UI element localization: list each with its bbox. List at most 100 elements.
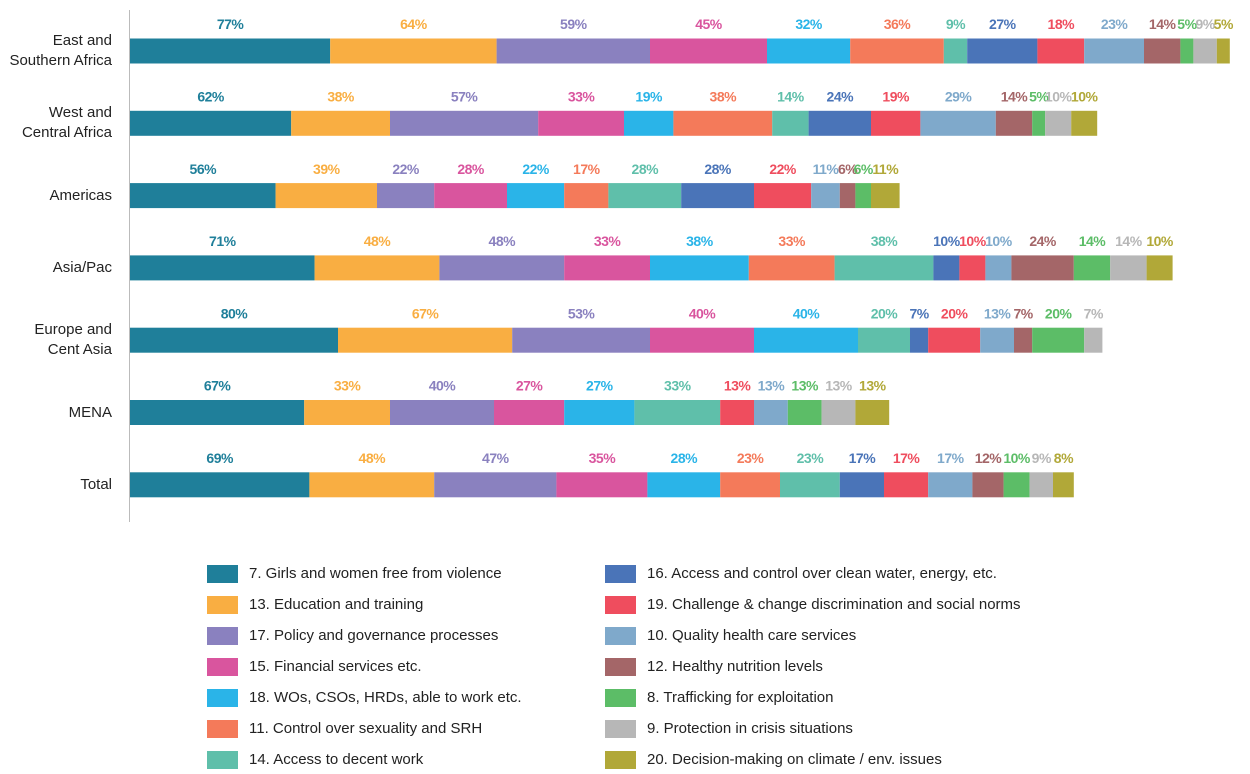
bar-segment: [434, 183, 507, 209]
bar-segment: [650, 327, 754, 353]
bar-segment: [1011, 255, 1074, 281]
data-label: 10%: [1146, 233, 1174, 249]
data-label: 7%: [1084, 305, 1104, 321]
bar-segment: [538, 110, 624, 136]
legend-label: 18. WOs, CSOs, HRDs, able to work etc.: [249, 689, 522, 706]
data-label: 24%: [827, 89, 855, 105]
bar-segment: [496, 38, 650, 64]
data-label: 22%: [769, 161, 797, 177]
data-label: 5%: [1177, 16, 1197, 32]
legend-label: 16. Access and control over clean water,…: [647, 565, 997, 582]
bar-segment: [928, 327, 981, 353]
bar-segment: [1146, 255, 1173, 281]
category-label: MENA: [68, 403, 112, 421]
bar-segment: [720, 400, 754, 425]
bar-segment: [811, 183, 840, 209]
data-label: 23%: [737, 450, 765, 466]
legend-swatch: [207, 658, 238, 676]
legend-swatch: [207, 596, 238, 614]
bar-segment: [338, 327, 513, 353]
bar-segment: [754, 327, 858, 353]
data-label: 56%: [190, 161, 218, 177]
bar-segment: [967, 38, 1038, 64]
bar-segment: [647, 472, 721, 498]
bar-segment: [943, 38, 968, 64]
bar-segment: [821, 400, 856, 425]
legend-swatch: [207, 720, 238, 738]
legend-swatch: [605, 689, 636, 707]
bar-segment: [1216, 38, 1230, 64]
bar-segment: [130, 472, 310, 498]
data-label: 80%: [221, 305, 249, 321]
bar-segment: [330, 38, 497, 64]
data-label: 71%: [209, 233, 237, 249]
category-label: Asia/Pac: [52, 258, 112, 276]
data-label: 48%: [359, 450, 387, 466]
data-label: 27%: [989, 16, 1017, 32]
data-label: 45%: [695, 16, 723, 32]
data-label: 28%: [671, 450, 699, 466]
data-label: 13%: [825, 378, 853, 394]
data-label: 64%: [400, 16, 428, 32]
data-label: 53%: [568, 305, 596, 321]
bar-segment: [985, 255, 1012, 281]
bar-segment: [130, 327, 338, 353]
bar-segment: [314, 255, 440, 281]
legend-label: 17. Policy and governance processes: [249, 627, 498, 644]
bar-segment: [564, 183, 609, 209]
bar-segment: [309, 472, 435, 498]
data-label: 17%: [937, 450, 965, 466]
bar-segment: [1110, 255, 1147, 281]
bar-segment: [1053, 472, 1074, 498]
data-label: 10%: [959, 233, 987, 249]
data-label: 9%: [946, 16, 966, 32]
data-label: 23%: [797, 450, 825, 466]
bar-segment: [390, 400, 494, 425]
bar-segment: [1045, 110, 1072, 136]
bar-segment: [1029, 472, 1053, 498]
bar-segment: [871, 110, 921, 136]
data-label: 48%: [489, 233, 517, 249]
data-label: 14%: [1115, 233, 1143, 249]
bar-segment: [910, 327, 929, 353]
bar-segment: [858, 327, 910, 353]
legend-swatch: [207, 565, 238, 583]
data-label: 13%: [984, 305, 1012, 321]
legend-swatch: [605, 720, 636, 738]
data-label: 17%: [893, 450, 921, 466]
data-label: 20%: [941, 305, 969, 321]
legend-swatch: [207, 627, 238, 645]
legend-swatch: [605, 596, 636, 614]
data-label: 39%: [313, 161, 341, 177]
bar-segment: [1032, 327, 1085, 353]
data-label: 14%: [1001, 89, 1029, 105]
data-label: 77%: [217, 16, 245, 32]
bar-segment: [377, 183, 435, 209]
data-label: 7%: [909, 305, 929, 321]
data-label: 5%: [1214, 16, 1234, 32]
data-label: 6%: [854, 161, 874, 177]
bar-segment: [920, 110, 996, 136]
bar-segment: [720, 472, 780, 498]
bar-segment: [959, 255, 986, 281]
bar-segment: [850, 38, 944, 64]
data-label: 14%: [1149, 16, 1177, 32]
data-label: 19%: [882, 89, 910, 105]
data-label: 14%: [777, 89, 805, 105]
bar-segment: [681, 183, 754, 209]
bar-segment: [767, 38, 851, 64]
bar-segment: [624, 110, 674, 136]
data-label: 12%: [975, 450, 1003, 466]
bar-segment: [130, 183, 276, 209]
bar-segment: [855, 183, 871, 209]
data-label: 33%: [334, 378, 362, 394]
bar-segment: [564, 255, 650, 281]
bar-segment: [1014, 327, 1033, 353]
legend-swatch: [605, 658, 636, 676]
bar-segment: [434, 472, 557, 498]
data-label: 33%: [594, 233, 622, 249]
bar-segment: [1032, 110, 1046, 136]
data-label: 38%: [871, 233, 899, 249]
legend-label: 14. Access to decent work: [249, 751, 424, 768]
